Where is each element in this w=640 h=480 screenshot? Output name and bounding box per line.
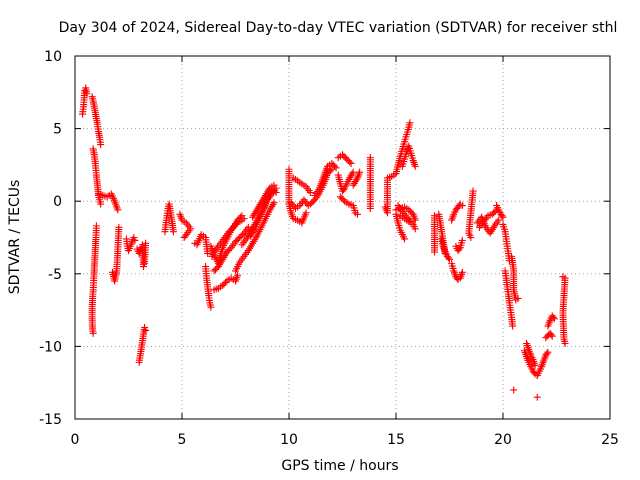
data-point xyxy=(169,228,177,236)
data-point xyxy=(499,213,507,221)
data-point xyxy=(550,315,558,323)
data-point xyxy=(270,181,278,189)
data-point xyxy=(234,271,242,279)
y-tick-label: -15 xyxy=(39,412,62,428)
data-point xyxy=(356,168,364,176)
data-point xyxy=(204,249,212,257)
x-axis-label: GPS time / hours xyxy=(281,458,398,474)
data-point xyxy=(141,324,149,332)
data-point xyxy=(272,188,280,196)
data-point xyxy=(238,212,246,220)
data-point xyxy=(444,254,452,262)
x-tick-label: 20 xyxy=(494,432,512,448)
y-tick-label: -10 xyxy=(39,339,62,355)
data-point xyxy=(549,313,557,321)
data-point xyxy=(561,339,569,347)
x-tick-label: 5 xyxy=(178,432,187,448)
data-point xyxy=(495,216,503,224)
data-point xyxy=(222,279,230,287)
data-point xyxy=(514,294,522,302)
data-point xyxy=(407,218,415,226)
y-tick-label: 0 xyxy=(53,194,62,210)
y-tick-label: 10 xyxy=(44,49,62,65)
data-point xyxy=(510,386,518,394)
data-point xyxy=(332,164,340,172)
data-point xyxy=(411,162,419,170)
data-point xyxy=(411,225,419,233)
data-point xyxy=(328,165,336,173)
data-point xyxy=(180,234,188,241)
y-tick-label: 5 xyxy=(53,122,62,138)
y-axis-label: SDTVAR / TECUs xyxy=(7,180,23,295)
data-point xyxy=(401,235,409,243)
data-point xyxy=(340,186,348,194)
chart-title: Day 304 of 2024, Sidereal Day-to-day VTE… xyxy=(59,20,618,36)
data-point xyxy=(207,303,215,311)
data-point xyxy=(491,207,499,215)
data-point xyxy=(347,159,355,167)
plot-frame xyxy=(74,55,611,420)
data-point xyxy=(142,239,150,247)
data-point xyxy=(114,206,122,214)
data-point xyxy=(548,332,556,340)
data-point xyxy=(349,168,357,176)
data-point xyxy=(458,202,466,210)
data-point xyxy=(339,196,347,204)
data-point xyxy=(83,90,91,98)
x-tick-label: 0 xyxy=(71,432,80,448)
x-tick-label: 10 xyxy=(280,432,298,448)
data-point xyxy=(406,216,414,224)
data-point xyxy=(306,188,314,196)
data-point xyxy=(530,369,538,377)
x-tick-label: 15 xyxy=(387,432,405,448)
data-point xyxy=(139,263,147,271)
data-point xyxy=(236,213,244,221)
data-point xyxy=(469,187,477,195)
data-point xyxy=(130,234,138,241)
data-point xyxy=(498,212,506,220)
data-point xyxy=(131,236,139,244)
data-point xyxy=(181,232,189,240)
data-point xyxy=(547,331,555,339)
data-point xyxy=(533,393,541,401)
data-point xyxy=(353,210,361,218)
data-point xyxy=(326,167,334,175)
data-point xyxy=(531,361,539,369)
data-point xyxy=(366,204,374,212)
data-point xyxy=(458,236,466,244)
data-point xyxy=(458,268,466,276)
data-point xyxy=(270,199,278,207)
data-point xyxy=(115,223,123,231)
data-point xyxy=(446,255,453,263)
data-points xyxy=(78,84,569,401)
data-point xyxy=(97,200,105,208)
data-point xyxy=(97,141,105,149)
data-point xyxy=(89,329,97,337)
data-point xyxy=(544,348,552,356)
y-tick-label: -5 xyxy=(48,267,62,283)
data-point xyxy=(455,245,463,253)
data-point xyxy=(302,209,310,217)
data-point xyxy=(543,350,551,358)
data-point xyxy=(509,322,517,330)
data-point xyxy=(346,158,354,166)
data-point xyxy=(142,326,150,334)
data-point xyxy=(406,119,414,127)
x-tick-label: 25 xyxy=(601,432,619,448)
data-point xyxy=(431,248,439,256)
tick-labels: 0 5 10 15 20 25 10 5 0 -5 -10 -15 xyxy=(39,49,619,448)
